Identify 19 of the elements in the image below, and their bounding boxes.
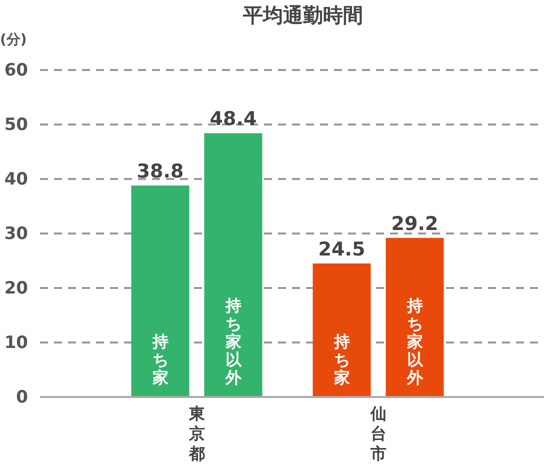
- series-label: 持ち家: [151, 332, 168, 387]
- data-label: 38.8: [136, 160, 184, 183]
- text: 持ち家: [334, 332, 350, 387]
- data-label: 29.2: [391, 212, 438, 235]
- y-tick-label: 20: [4, 278, 28, 298]
- chart-title: 平均通勤時間: [242, 3, 363, 27]
- y-tick-label: 0: [16, 387, 28, 408]
- y-axis-title: (分): [0, 32, 27, 48]
- y-tick-label: 50: [4, 114, 28, 135]
- y-tick-label: 40: [4, 169, 28, 190]
- x-tick-label: 仙台市: [369, 404, 386, 463]
- series-label: 持ち家以外: [224, 296, 242, 387]
- data-label: 48.4: [210, 108, 257, 130]
- text: 持ち家以外: [406, 296, 423, 387]
- y-tick-label: 60: [4, 60, 28, 80]
- data-label: 24.5: [318, 238, 366, 260]
- y-tick-label: 10: [4, 332, 28, 353]
- y-tick-label: 30: [4, 224, 28, 244]
- x-tick-label: 東京都: [188, 404, 206, 463]
